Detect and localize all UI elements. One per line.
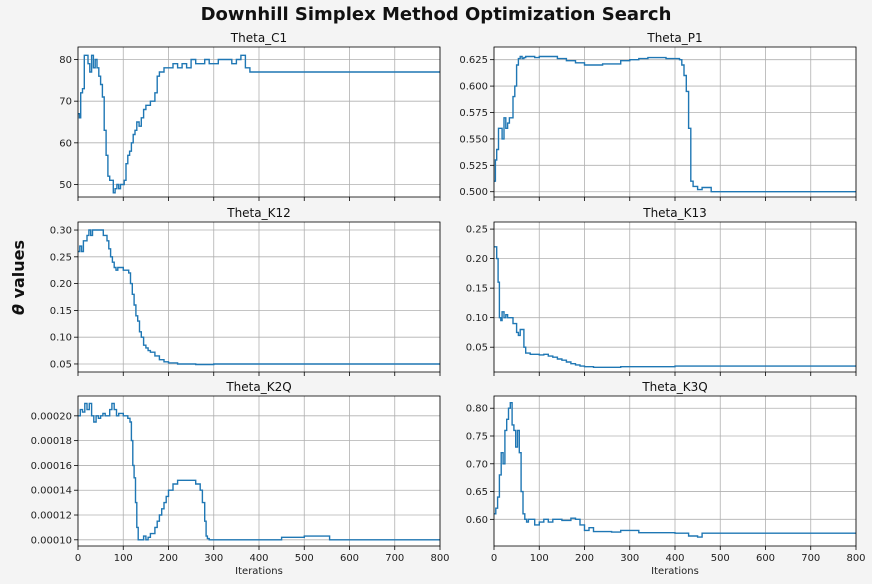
y-tick-label: 60 — [59, 138, 72, 149]
x-tick-label: 300 — [204, 553, 223, 564]
x-tick-label: 600 — [340, 553, 359, 564]
x-tick-label: 100 — [530, 553, 549, 564]
x-axis-label: Iterations — [235, 566, 283, 577]
figure-title: Downhill Simplex Method Optimization Sea… — [200, 4, 672, 25]
subplot-title: Theta_K13 — [642, 206, 707, 220]
y-tick-label: 0.30 — [50, 226, 72, 237]
y-tick-label: 0.00018 — [31, 436, 72, 447]
series-line — [494, 55, 856, 193]
x-tick-label: 0 — [75, 553, 81, 564]
subplot-theta-k2q: 0 100 200 300 400 500 600 700 800 0.00010 0.00012 0… — [31, 380, 450, 577]
y-tick-label: 50 — [59, 180, 72, 191]
series-line — [494, 246, 856, 368]
y-tick-label: 0.05 — [50, 359, 72, 370]
x-tick-label: 400 — [249, 553, 268, 564]
y-tick-label: 0.00014 — [31, 486, 72, 497]
y-tick-label: 0.20 — [50, 279, 72, 290]
subplot-theta-c1: 50 60 70 80 Theta_C1 — [59, 31, 441, 201]
x-axis-label: Iterations — [651, 566, 699, 577]
x-tick-label: 400 — [665, 553, 684, 564]
series-line — [78, 402, 440, 541]
y-tick-label: 0.25 — [466, 225, 488, 236]
y-tick-label: 0.10 — [466, 313, 488, 324]
x-tick-label: 200 — [575, 553, 594, 564]
y-tick-label: 0.00020 — [31, 411, 72, 422]
subplot-title: Theta_K12 — [226, 206, 291, 220]
y-tick-label: 0.25 — [50, 252, 72, 263]
x-tick-label: 200 — [159, 553, 178, 564]
x-tick-label: 500 — [295, 553, 314, 564]
y-tick-label: 0.05 — [466, 343, 488, 354]
subplot-title: Theta_K2Q — [225, 380, 291, 394]
x-tick-label: 700 — [385, 553, 404, 564]
series-line — [78, 229, 440, 366]
y-tick-label: 0.15 — [466, 284, 488, 295]
subplot-title: Theta_C1 — [230, 31, 287, 45]
subplot-theta-k3q: 0 100 200 300 400 500 600 700 800 0.60 0.65 0.70 0.7… — [466, 380, 866, 577]
y-tick-label: 0.00012 — [31, 511, 72, 522]
x-tick-label: 300 — [620, 553, 639, 564]
subplot-title: Theta_P1 — [646, 31, 702, 45]
x-tick-label: 700 — [801, 553, 820, 564]
y-tick-label: 0.20 — [466, 254, 488, 265]
y-tick-label: 0.15 — [50, 306, 72, 317]
y-tick-label: 0.10 — [50, 333, 72, 344]
y-tick-label: 0.00010 — [31, 535, 72, 546]
x-tick-label: 500 — [711, 553, 730, 564]
y-tick-label: 0.75 — [466, 432, 488, 443]
x-tick-label: 100 — [114, 553, 133, 564]
y-tick-label: 80 — [59, 55, 72, 66]
y-tick-label: 0.575 — [459, 108, 488, 119]
subplot-title: Theta_K3Q — [641, 380, 707, 394]
y-tick-label: 0.625 — [459, 55, 488, 66]
y-tick-label: 0.00016 — [31, 461, 72, 472]
y-tick-label: 0.60 — [466, 515, 488, 526]
x-tick-label: 800 — [846, 553, 865, 564]
y-tick-label: 0.80 — [466, 404, 488, 415]
x-tick-label: 0 — [491, 553, 497, 564]
y-tick-label: 0.65 — [466, 487, 488, 498]
y-tick-label: 0.600 — [459, 82, 488, 93]
series-line — [494, 402, 856, 538]
y-tick-label: 0.500 — [459, 187, 488, 198]
y-tick-label: 0.550 — [459, 134, 488, 145]
y-tick-label: 0.525 — [459, 161, 488, 172]
x-tick-label: 800 — [430, 553, 449, 564]
y-tick-label: 0.70 — [466, 459, 488, 470]
y-tick-label: 70 — [59, 97, 72, 108]
series-line — [78, 54, 440, 194]
x-tick-label: 600 — [756, 553, 775, 564]
subplot-theta-p1: 0.500 0.525 0.550 0.575 0.600 0.625 Theta_P1 — [459, 31, 857, 201]
subplot-theta-k13: 0.05 0.10 0.15 0.20 0.25 Theta_K13 — [466, 206, 857, 376]
subplot-theta-k12: 0.05 0.10 0.15 0.20 0.25 0.30 Theta_K12 — [50, 206, 441, 376]
